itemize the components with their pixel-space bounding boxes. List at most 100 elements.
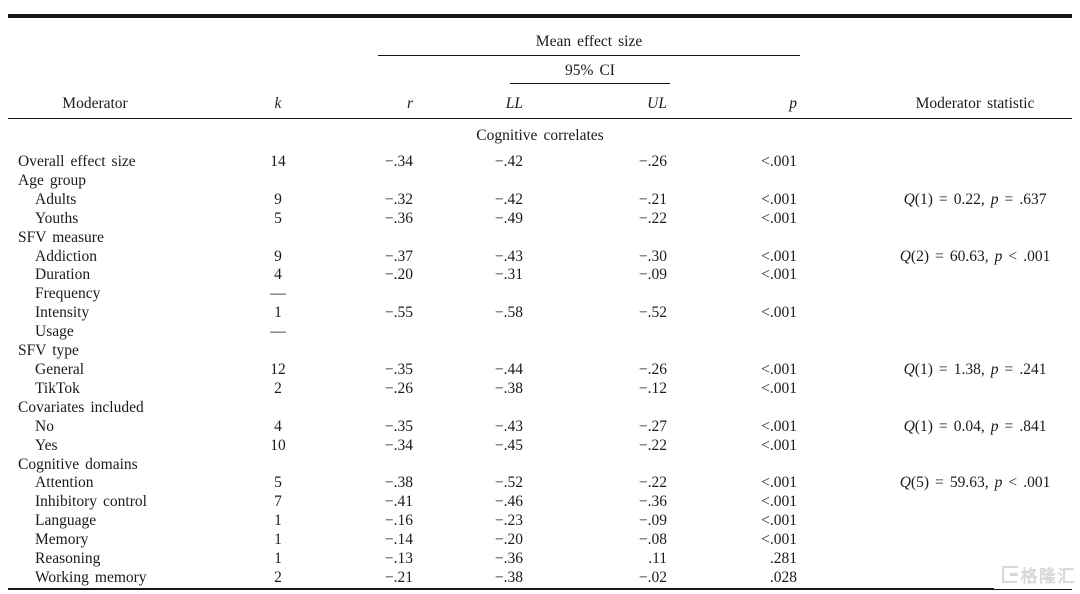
table-row: Addiction 9 −.37 −.43 −.30 <.001 Q(2) = 60.63,… bbox=[8, 248, 1072, 267]
ci-header-row: 95% CI bbox=[8, 56, 1072, 84]
cell-ul bbox=[563, 399, 698, 418]
cell-ul: −.22 bbox=[638, 209, 667, 227]
cell-r: −.35 bbox=[384, 360, 413, 378]
cell-moderator: TikTok bbox=[35, 379, 80, 397]
table-row: Yes 10 −.34 −.45 −.22 <.001 bbox=[8, 437, 1072, 456]
cell-stat: Q(2) = 60.63, p < .001 bbox=[828, 248, 1072, 267]
cell-moderator: Language bbox=[35, 512, 97, 530]
table-row: Duration 4 −.20 −.31 −.09 <.001 bbox=[8, 266, 1072, 285]
cell-moderator: Duration bbox=[35, 266, 91, 284]
table-row: Overall effect size 14 −.34 −.42 −.26 <.001 bbox=[8, 153, 1072, 172]
cell-ll: −.38 bbox=[494, 379, 523, 397]
column-header-moderator: Moderator bbox=[8, 84, 233, 119]
cell-r: −.21 bbox=[384, 568, 413, 586]
cell-moderator: Addiction bbox=[35, 247, 97, 265]
cell-r: −.38 bbox=[384, 474, 413, 492]
spacer-cell bbox=[8, 56, 448, 84]
cell-ll: −.49 bbox=[494, 209, 523, 227]
stat-segment: p bbox=[990, 360, 999, 378]
table-row: SFV measure bbox=[8, 229, 1072, 248]
section-header-label: Cognitive correlates bbox=[476, 127, 604, 144]
cell-stat bbox=[828, 229, 1072, 248]
cell-k: 2 bbox=[274, 379, 282, 397]
cell-k: 4 bbox=[274, 417, 282, 435]
cell-ul: −.21 bbox=[638, 190, 667, 208]
cell-p bbox=[698, 229, 828, 248]
cell-stat bbox=[828, 399, 1072, 418]
cell-p: .281 bbox=[769, 550, 798, 568]
cell-ul: −.27 bbox=[638, 417, 667, 435]
cell-k: — bbox=[270, 323, 286, 341]
cell-ll: −.23 bbox=[494, 512, 523, 530]
cell-stat bbox=[828, 493, 1072, 512]
cell-r bbox=[323, 172, 448, 191]
cell-r: −.35 bbox=[384, 417, 413, 435]
stat-segment: Q bbox=[899, 474, 911, 492]
cell-p bbox=[698, 342, 828, 361]
cell-k: 1 bbox=[274, 550, 282, 568]
stat-segment: Q bbox=[899, 247, 911, 265]
cell-ul: −.30 bbox=[638, 247, 667, 265]
cell-p: <.001 bbox=[761, 493, 798, 511]
ci-header-cell: 95% CI bbox=[448, 56, 698, 84]
cell-ul bbox=[563, 342, 698, 361]
cell-moderator: Intensity bbox=[35, 304, 90, 322]
spacer-cell bbox=[698, 56, 1072, 84]
cell-k: 5 bbox=[274, 209, 282, 227]
cell-ul bbox=[563, 323, 698, 342]
cell-stat bbox=[828, 512, 1072, 531]
stat-segment: (1) = 1.38, bbox=[914, 360, 991, 378]
table-row: Attention 5 −.38 −.52 −.22 <.001 Q(5) = 59.63,… bbox=[8, 474, 1072, 493]
cell-stat bbox=[828, 531, 1072, 550]
cell-moderator: Usage bbox=[35, 323, 74, 341]
cell-ll: −.45 bbox=[494, 436, 523, 454]
stat-segment: (1) = 0.04, bbox=[914, 417, 991, 435]
cell-stat: Q(1) = 1.38, p = .241 bbox=[828, 361, 1072, 380]
table-row: Covariates included bbox=[8, 399, 1072, 418]
cell-r bbox=[323, 285, 448, 304]
column-header-p: p bbox=[698, 84, 829, 119]
cell-r bbox=[323, 229, 448, 248]
cell-p: <.001 bbox=[761, 531, 798, 549]
cell-ul: .11 bbox=[648, 550, 667, 568]
cell-stat bbox=[828, 266, 1072, 285]
cell-k: 1 bbox=[274, 512, 282, 530]
column-header-ul: UL bbox=[563, 84, 698, 119]
cell-ul: −.08 bbox=[638, 531, 667, 549]
cell-moderator: Cognitive domains bbox=[18, 455, 138, 473]
cell-moderator: Working memory bbox=[35, 568, 147, 586]
column-header-r: r bbox=[323, 84, 448, 119]
cell-k: 10 bbox=[270, 436, 286, 454]
cell-k: 4 bbox=[274, 266, 282, 284]
stat-segment: < .001 bbox=[1002, 247, 1051, 265]
cell-r: −.37 bbox=[384, 247, 413, 265]
cell-ll: −.31 bbox=[494, 266, 523, 284]
stat-segment: p bbox=[990, 190, 999, 208]
table-row: Adults 9 −.32 −.42 −.21 <.001 Q(1) = 0.22, p =… bbox=[8, 191, 1072, 210]
table-header: Mean effect size 95% CI Moderator k r LL… bbox=[8, 16, 1073, 119]
table-row: Youths 5 −.36 −.49 −.22 <.001 bbox=[8, 210, 1072, 229]
cell-stat bbox=[828, 380, 1072, 399]
cell-moderator: Reasoning bbox=[35, 550, 101, 568]
cell-moderator: Attention bbox=[35, 474, 94, 492]
table-row: Reasoning 1 −.13 −.36 .11 .281 bbox=[8, 550, 1072, 569]
moderator-analysis-table: Mean effect size 95% CI Moderator k r LL… bbox=[8, 14, 1073, 590]
cell-ul: −.22 bbox=[638, 436, 667, 454]
table-row: Inhibitory control 7 −.41 −.46 −.36 <.001 bbox=[8, 493, 1072, 512]
cell-k: 12 bbox=[270, 360, 286, 378]
cell-ll bbox=[448, 399, 563, 418]
cell-ul: −.09 bbox=[638, 266, 667, 284]
stat-segment: Q bbox=[903, 190, 915, 208]
gelonghui-logo-icon bbox=[1001, 565, 1018, 583]
table-row: No 4 −.35 −.43 −.27 <.001 Q(1) = 0.04, p = .84… bbox=[8, 418, 1072, 437]
cell-k bbox=[233, 229, 323, 248]
cell-r bbox=[323, 456, 448, 475]
cell-p bbox=[698, 399, 828, 418]
cell-moderator: Memory bbox=[35, 531, 89, 549]
cell-ll: −.44 bbox=[494, 360, 523, 378]
cell-ll: −.43 bbox=[494, 417, 523, 435]
cell-ll: −.42 bbox=[494, 153, 523, 170]
cell-k: 2 bbox=[274, 568, 282, 586]
cell-ll: −.46 bbox=[494, 493, 523, 511]
cell-ll: −.38 bbox=[494, 568, 523, 586]
